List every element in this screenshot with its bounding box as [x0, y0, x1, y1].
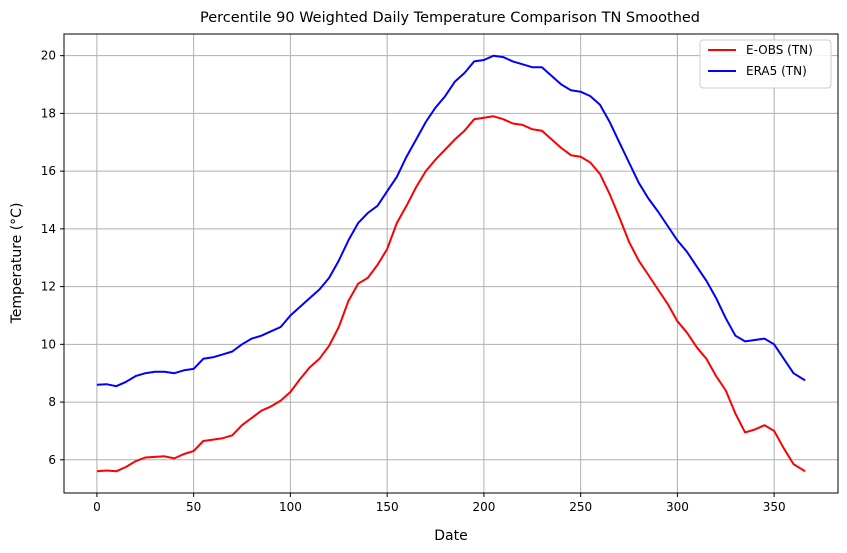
legend-label: E-OBS (TN)	[746, 43, 813, 57]
x-tick-label: 150	[376, 500, 399, 514]
y-axis: 6 8 10 12 14 16 18 20	[41, 49, 64, 467]
legend-label: ERA5 (TN)	[746, 64, 807, 78]
chart-title: Percentile 90 Weighted Daily Temperature…	[200, 10, 700, 26]
x-tick-label: 100	[279, 500, 302, 514]
x-axis: 0 50 100 150 200 250 300 350	[93, 493, 786, 514]
y-tick-label: 16	[41, 164, 56, 178]
series-line-0	[96, 115, 806, 473]
y-tick-label: 6	[48, 453, 56, 467]
series-lines	[96, 54, 806, 473]
x-tick-label: 350	[763, 500, 786, 514]
x-tick-label: 0	[93, 500, 101, 514]
legend: E-OBS (TN) ERA5 (TN)	[699, 39, 832, 89]
y-tick-label: 8	[48, 395, 56, 409]
x-tick-label: 250	[569, 500, 592, 514]
series-line-1	[96, 54, 806, 388]
x-tick-label: 300	[666, 500, 689, 514]
y-axis-label: Temperature (°C)	[9, 203, 25, 325]
y-tick-label: 10	[41, 337, 56, 351]
x-tick-label: 50	[186, 500, 201, 514]
x-tick-label: 200	[472, 500, 495, 514]
legend-box	[699, 39, 832, 89]
grid	[64, 34, 838, 493]
x-axis-label: Date	[434, 528, 467, 544]
y-tick-label: 20	[41, 49, 56, 63]
y-tick-label: 18	[41, 106, 56, 120]
y-tick-label: 12	[41, 280, 56, 294]
plot-frame	[63, 33, 839, 494]
y-tick-label: 14	[41, 222, 56, 236]
